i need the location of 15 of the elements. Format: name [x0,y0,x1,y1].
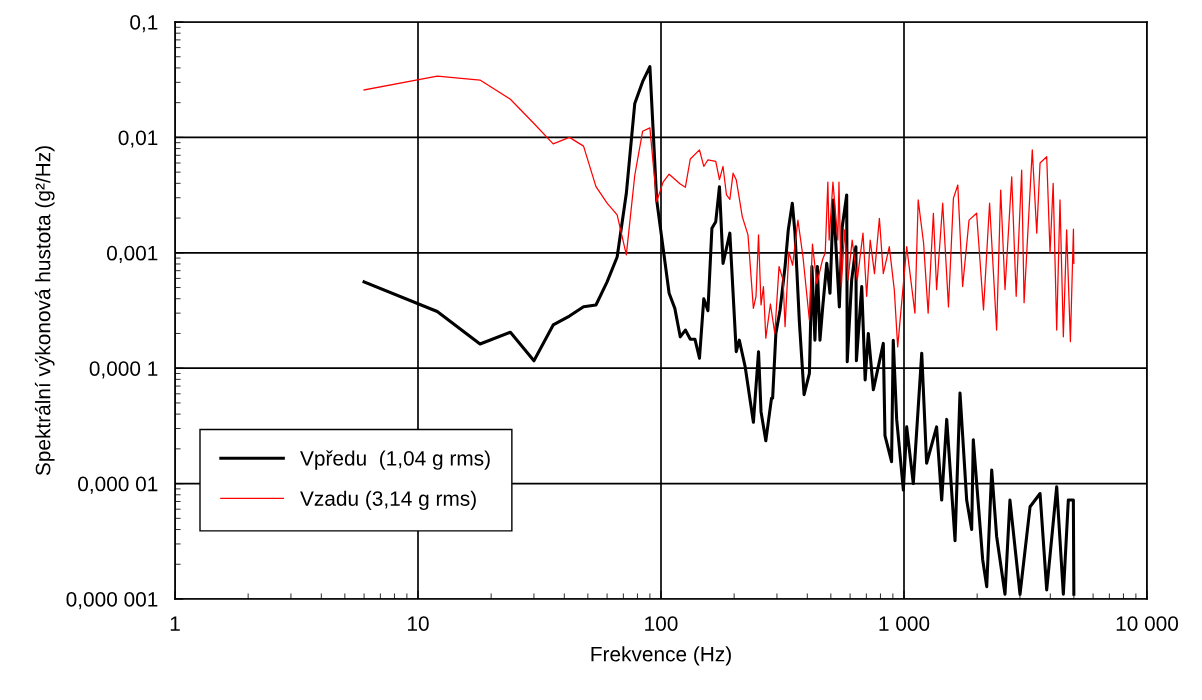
x-tick-label: 10 000 [1116,616,1179,631]
x-tick-label: 1 000 [879,616,930,631]
y-tick-label: 0,01 [118,130,158,148]
x-tick-label: 100 [645,616,678,631]
y-tick-label: 0,000 001 [66,592,158,610]
y-tick-label: 0,1 [130,15,158,33]
legend-label: Vpředu (1,04 g rms) [300,450,490,470]
y-tick-label: 0,001 [107,245,158,264]
y-axis-title: Spektrální výkonová hustota (g²/Hz) [34,146,55,476]
y-tick-label: 0,000 1 [89,361,158,379]
legend-label: Vzadu (3,14 g rms) [300,490,476,511]
x-tick-label: 10 [408,616,429,631]
y-tick-label: 0,000 01 [78,476,158,494]
x-tick-label: 1 [170,616,180,631]
x-axis-title: Frekvence (Hz) [591,646,731,666]
